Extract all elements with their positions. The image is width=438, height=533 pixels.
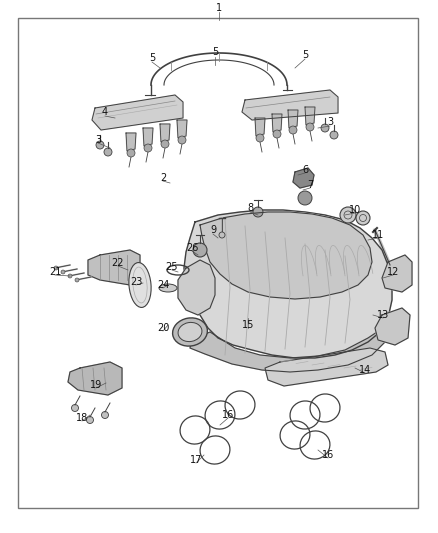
- Text: 18: 18: [76, 413, 88, 423]
- Polygon shape: [255, 118, 265, 136]
- Ellipse shape: [173, 318, 208, 346]
- Circle shape: [71, 405, 78, 411]
- Polygon shape: [160, 124, 170, 142]
- Polygon shape: [68, 362, 122, 395]
- Circle shape: [193, 243, 207, 257]
- Circle shape: [96, 141, 104, 149]
- Circle shape: [356, 211, 370, 225]
- Circle shape: [144, 144, 152, 152]
- Circle shape: [321, 124, 329, 132]
- Polygon shape: [305, 107, 315, 125]
- Text: 15: 15: [242, 320, 254, 330]
- Text: 14: 14: [359, 365, 371, 375]
- Circle shape: [256, 134, 264, 142]
- Polygon shape: [143, 128, 153, 146]
- Polygon shape: [92, 95, 183, 130]
- Circle shape: [54, 266, 58, 270]
- Circle shape: [253, 207, 263, 217]
- Polygon shape: [375, 308, 410, 345]
- Text: 13: 13: [377, 310, 389, 320]
- Polygon shape: [272, 114, 282, 132]
- Polygon shape: [382, 255, 412, 292]
- Polygon shape: [242, 90, 338, 120]
- Text: 10: 10: [349, 205, 361, 215]
- Text: 16: 16: [322, 450, 334, 460]
- Text: 3: 3: [95, 135, 101, 145]
- Circle shape: [298, 191, 312, 205]
- Circle shape: [68, 274, 72, 278]
- Polygon shape: [190, 330, 385, 372]
- Polygon shape: [88, 250, 140, 285]
- Polygon shape: [200, 212, 372, 299]
- Polygon shape: [178, 260, 215, 315]
- Text: 22: 22: [112, 258, 124, 268]
- Circle shape: [340, 207, 356, 223]
- Circle shape: [161, 140, 169, 148]
- Text: 20: 20: [157, 323, 169, 333]
- Circle shape: [178, 136, 186, 144]
- Polygon shape: [265, 348, 388, 386]
- Text: 8: 8: [247, 203, 253, 213]
- Text: 2: 2: [160, 173, 166, 183]
- Ellipse shape: [178, 322, 202, 342]
- Text: 17: 17: [190, 455, 202, 465]
- Text: 3: 3: [327, 117, 333, 127]
- Text: 25: 25: [166, 262, 178, 272]
- Text: 21: 21: [49, 267, 61, 277]
- Text: 7: 7: [307, 180, 313, 190]
- Polygon shape: [184, 210, 392, 358]
- Polygon shape: [177, 120, 187, 138]
- Ellipse shape: [159, 284, 177, 292]
- Text: 19: 19: [90, 380, 102, 390]
- Text: 23: 23: [130, 277, 142, 287]
- Circle shape: [330, 131, 338, 139]
- Circle shape: [127, 149, 135, 157]
- Circle shape: [219, 232, 225, 238]
- Text: 11: 11: [372, 230, 384, 240]
- Circle shape: [273, 130, 281, 138]
- Text: 24: 24: [157, 280, 169, 290]
- Polygon shape: [126, 133, 136, 151]
- Ellipse shape: [129, 263, 151, 308]
- Circle shape: [61, 270, 65, 274]
- Text: 26: 26: [186, 243, 198, 253]
- Circle shape: [86, 416, 93, 424]
- Text: 4: 4: [102, 107, 108, 117]
- Text: 6: 6: [302, 165, 308, 175]
- Circle shape: [104, 148, 112, 156]
- Text: 9: 9: [210, 225, 216, 235]
- Text: 5: 5: [212, 47, 218, 57]
- Circle shape: [289, 126, 297, 134]
- Polygon shape: [288, 110, 298, 128]
- Circle shape: [75, 278, 79, 282]
- Text: 16: 16: [222, 410, 234, 420]
- Text: 1: 1: [216, 3, 222, 13]
- Text: 12: 12: [387, 267, 399, 277]
- Polygon shape: [293, 168, 314, 188]
- Circle shape: [102, 411, 109, 418]
- Text: 5: 5: [302, 50, 308, 60]
- Circle shape: [306, 123, 314, 131]
- Text: 5: 5: [149, 53, 155, 63]
